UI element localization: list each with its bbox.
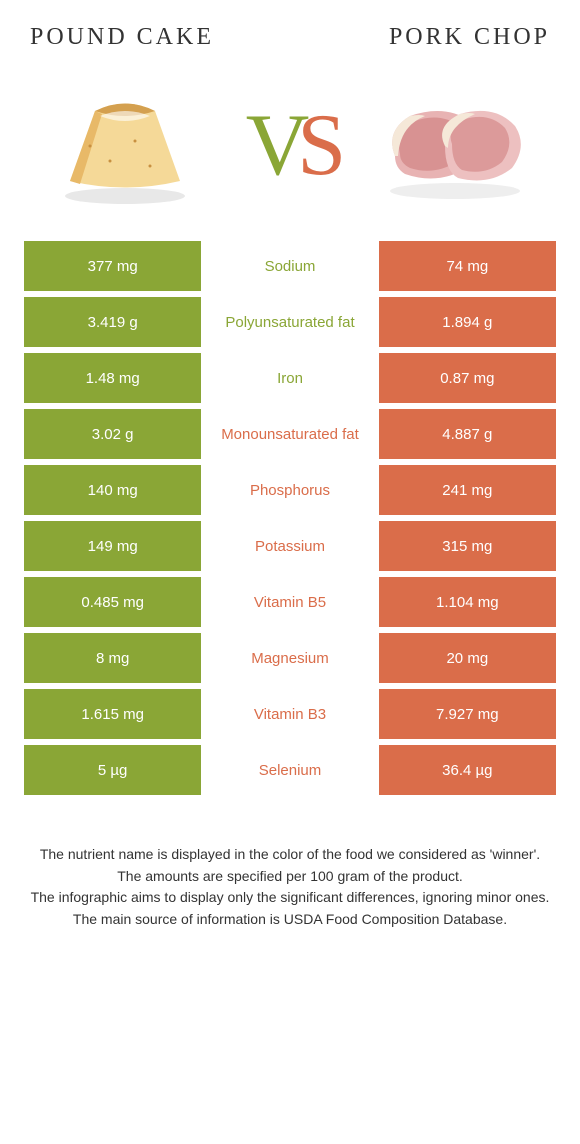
left-value: 3.02 g xyxy=(24,409,201,459)
nutrient-label: Monounsaturated fat xyxy=(201,409,378,459)
table-row: 3.419 gPolyunsaturated fat1.894 g xyxy=(24,297,556,347)
nutrient-label: Polyunsaturated fat xyxy=(201,297,378,347)
nutrient-label: Vitamin B3 xyxy=(201,689,378,739)
left-value: 1.48 mg xyxy=(24,353,201,403)
right-value: 7.927 mg xyxy=(379,689,556,739)
vs-v: V xyxy=(246,97,298,194)
nutrient-label: Potassium xyxy=(201,521,378,571)
footer-line: The amounts are specified per 100 gram o… xyxy=(30,867,550,887)
titles-row: Pound cake Pork chop xyxy=(20,24,560,71)
right-value: 241 mg xyxy=(379,465,556,515)
right-value: 20 mg xyxy=(379,633,556,683)
right-value: 315 mg xyxy=(379,521,556,571)
comparison-table: 377 mgSodium74 mg 3.419 gPolyunsaturated … xyxy=(20,241,560,795)
table-row: 8 mgMagnesium20 mg xyxy=(24,633,556,683)
right-value: 1.104 mg xyxy=(379,577,556,627)
left-value: 0.485 mg xyxy=(24,577,201,627)
versus-row: VS xyxy=(20,71,560,241)
right-value: 4.887 g xyxy=(379,409,556,459)
right-food-image xyxy=(370,81,540,211)
table-row: 1.48 mgIron0.87 mg xyxy=(24,353,556,403)
left-value: 1.615 mg xyxy=(24,689,201,739)
table-row: 0.485 mgVitamin B51.104 mg xyxy=(24,577,556,627)
nutrient-label: Sodium xyxy=(201,241,378,291)
table-row: 377 mgSodium74 mg xyxy=(24,241,556,291)
footer-line: The nutrient name is displayed in the co… xyxy=(30,845,550,865)
left-value: 5 µg xyxy=(24,745,201,795)
vs-s: S xyxy=(297,97,334,194)
table-row: 149 mgPotassium315 mg xyxy=(24,521,556,571)
left-title: Pound cake xyxy=(30,24,214,51)
right-value: 1.894 g xyxy=(379,297,556,347)
table-row: 140 mgPhosphorus241 mg xyxy=(24,465,556,515)
footer-notes: The nutrient name is displayed in the co… xyxy=(20,795,560,929)
left-value: 8 mg xyxy=(24,633,201,683)
right-value: 0.87 mg xyxy=(379,353,556,403)
left-value: 377 mg xyxy=(24,241,201,291)
nutrient-label: Phosphorus xyxy=(201,465,378,515)
left-food-image xyxy=(40,81,210,211)
left-value: 3.419 g xyxy=(24,297,201,347)
table-row: 5 µgSelenium36.4 µg xyxy=(24,745,556,795)
left-value: 140 mg xyxy=(24,465,201,515)
nutrient-label: Vitamin B5 xyxy=(201,577,378,627)
table-row: 1.615 mgVitamin B37.927 mg xyxy=(24,689,556,739)
footer-line: The main source of information is USDA F… xyxy=(30,910,550,930)
table-row: 3.02 gMonounsaturated fat4.887 g xyxy=(24,409,556,459)
vs-label: VS xyxy=(246,102,335,190)
nutrient-label: Iron xyxy=(201,353,378,403)
nutrient-label: Selenium xyxy=(201,745,378,795)
footer-line: The infographic aims to display only the… xyxy=(30,888,550,908)
right-value: 74 mg xyxy=(379,241,556,291)
left-value: 149 mg xyxy=(24,521,201,571)
right-value: 36.4 µg xyxy=(379,745,556,795)
nutrient-label: Magnesium xyxy=(201,633,378,683)
right-title: Pork chop xyxy=(389,24,550,51)
